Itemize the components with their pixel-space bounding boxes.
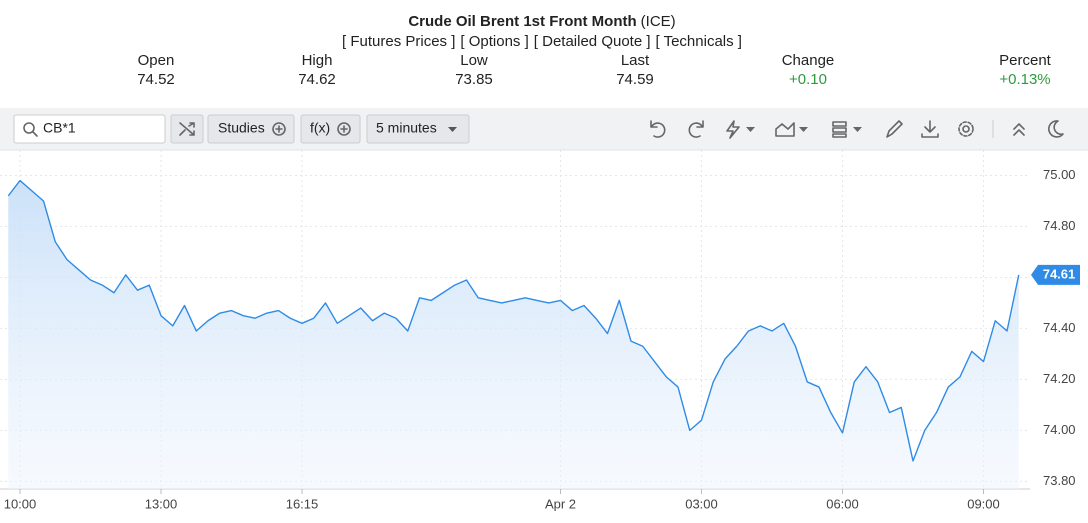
x-tick-label: 13:00 (145, 496, 178, 511)
y-tick-label: 74.40 (1043, 320, 1076, 335)
x-tick-label: 16:15 (286, 496, 319, 511)
quote-header: Crude Oil Brent 1st Front Month (ICE) [ F… (137, 13, 1051, 88)
last-price-badge (1031, 264, 1080, 285)
links-line: [ Futures Prices ] [ Options ] [ Detailed … (342, 33, 742, 50)
x-tick-label: 03:00 (685, 496, 718, 511)
draw-button[interactable] (886, 120, 903, 138)
symbol-text: CB*1 (43, 120, 76, 136)
fx-label: f(x) (310, 120, 330, 136)
toolbar: CB*1 Studies f(x) 5 minutes (0, 108, 1088, 150)
studies-plus-icon (272, 122, 286, 136)
quote-title: Crude Oil Brent 1st Front Month (408, 13, 636, 30)
x-tick-label: 06:00 (826, 496, 859, 511)
interval-caret (448, 127, 457, 132)
stat-label: Last (621, 52, 650, 69)
stat-label: Open (138, 52, 175, 69)
price-area (8, 180, 1019, 489)
fx-button[interactable] (300, 114, 361, 144)
y-tick-label: 74.80 (1043, 218, 1076, 233)
y-tick-label: 73.80 (1043, 473, 1076, 488)
shuffle-icon (179, 122, 195, 136)
quote-stats: Open 74.52 High 74.62 Low 73.85 Last 74.59 Chang… (137, 52, 1051, 88)
y-tick-label: 74.20 (1043, 371, 1076, 386)
settings-button[interactable] (958, 121, 974, 137)
quote-links: [ Futures Prices ] [ Options ] [ Detailed … (342, 33, 742, 50)
events-button[interactable] (726, 120, 755, 139)
collapse-button[interactable] (1013, 123, 1025, 136)
stat-value: 74.52 (137, 71, 175, 88)
stat-value: +0.13% (999, 71, 1050, 88)
y-tick-label: 74.00 (1043, 422, 1076, 437)
price-chart: 73.8074.0074.2074.4074.6074.8075.0010:00… (0, 149, 1088, 511)
stat-value: +0.10 (789, 71, 827, 88)
studies-button[interactable] (207, 114, 295, 144)
search-icon (23, 122, 38, 137)
quote-link[interactable]: [ Options ] (460, 33, 528, 50)
stat-value: 74.62 (298, 71, 336, 88)
stat-label: Low (460, 52, 488, 69)
layout-button[interactable] (832, 121, 862, 138)
fx-plus-icon (337, 122, 351, 136)
x-tick-label: 09:00 (967, 496, 1000, 511)
stat-label: High (302, 52, 333, 69)
exchange: (ICE) (641, 13, 676, 30)
price-line (7, 179, 1020, 462)
x-tick-label: Apr 2 (545, 496, 576, 511)
quote-link[interactable]: [ Detailed Quote ] (534, 33, 651, 50)
studies-label: Studies (218, 120, 265, 136)
stat-label: Change (782, 52, 835, 69)
theme-button[interactable] (1048, 120, 1064, 138)
chart-type-button[interactable] (775, 122, 808, 137)
stat-value: 74.59 (616, 71, 654, 88)
stat-label: Percent (999, 52, 1052, 69)
redo-button[interactable] (688, 120, 704, 138)
interval-select[interactable] (366, 114, 470, 144)
x-tick-label: 10:00 (4, 496, 37, 511)
y-tick-label: 75.00 (1043, 167, 1076, 182)
download-button[interactable] (921, 120, 939, 138)
stat-value: 73.85 (455, 71, 493, 88)
last-price-label: 74.61 (1043, 266, 1076, 281)
interval-label: 5 minutes (376, 120, 437, 136)
symbol-search[interactable] (13, 114, 166, 144)
quote-link[interactable]: [ Technicals ] (656, 33, 742, 50)
quote-link[interactable]: [ Futures Prices ] (342, 33, 455, 50)
undo-button[interactable] (650, 120, 666, 138)
quote-title-line: Crude Oil Brent 1st Front Month (ICE) (408, 13, 675, 30)
